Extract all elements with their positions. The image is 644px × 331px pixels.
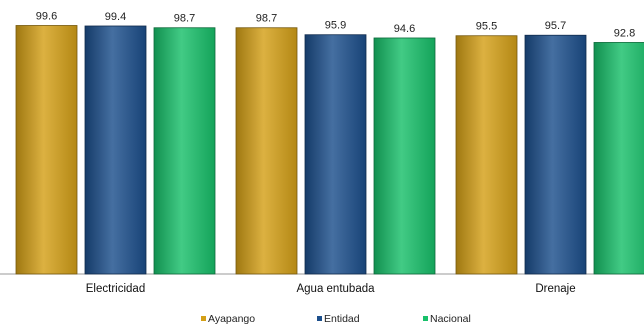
bar-electricidad-ayapango (15, 25, 78, 275)
bar-agua-entubada-ayapango (235, 27, 298, 275)
data-label-electricidad-nacional: 98.7 (174, 13, 195, 25)
category-label-agua-entubada: Agua entubada (296, 283, 375, 295)
data-label-electricidad-entidad: 99.4 (105, 11, 126, 23)
data-label-agua-entubada-ayapango: 98.7 (256, 13, 277, 25)
category-label-drenaje: Drenaje (535, 283, 575, 295)
category-label-electricidad: Electricidad (86, 283, 145, 295)
bar-agua-entubada-entidad (304, 34, 367, 275)
legend-label-nacional: Nacional (430, 313, 471, 325)
category-labels-group: Electricidad Agua entubada Drenaje (86, 283, 576, 295)
bar-drenaje-ayapango (455, 35, 518, 275)
legend-label-entidad: Entidad (324, 313, 360, 325)
legend-label-ayapango: Ayapango (208, 313, 255, 325)
bar-drenaje-entidad (524, 34, 587, 275)
bar-electricidad-nacional (153, 27, 216, 275)
legend-swatch-nacional (423, 316, 428, 321)
data-label-drenaje-nacional: 92.8 (614, 27, 635, 39)
data-label-agua-entubada-nacional: 94.6 (394, 23, 415, 35)
data-label-drenaje-entidad: 95.7 (545, 20, 566, 32)
bar-electricidad-entidad (84, 25, 147, 275)
bars-group (15, 25, 644, 275)
legend-swatch-entidad (317, 316, 322, 321)
data-label-agua-entubada-entidad: 95.9 (325, 20, 346, 32)
bar-drenaje-nacional (593, 42, 644, 275)
legend-swatch-ayapango (201, 316, 206, 321)
bar-agua-entubada-nacional (373, 37, 436, 275)
data-label-electricidad-ayapango: 99.6 (36, 10, 57, 22)
legend: Ayapango Entidad Nacional (201, 313, 471, 325)
data-labels-group: 99.6 99.4 98.7 98.7 95.9 94.6 95.5 95.7 92.8 (36, 10, 635, 39)
data-label-drenaje-ayapango: 95.5 (476, 21, 497, 33)
